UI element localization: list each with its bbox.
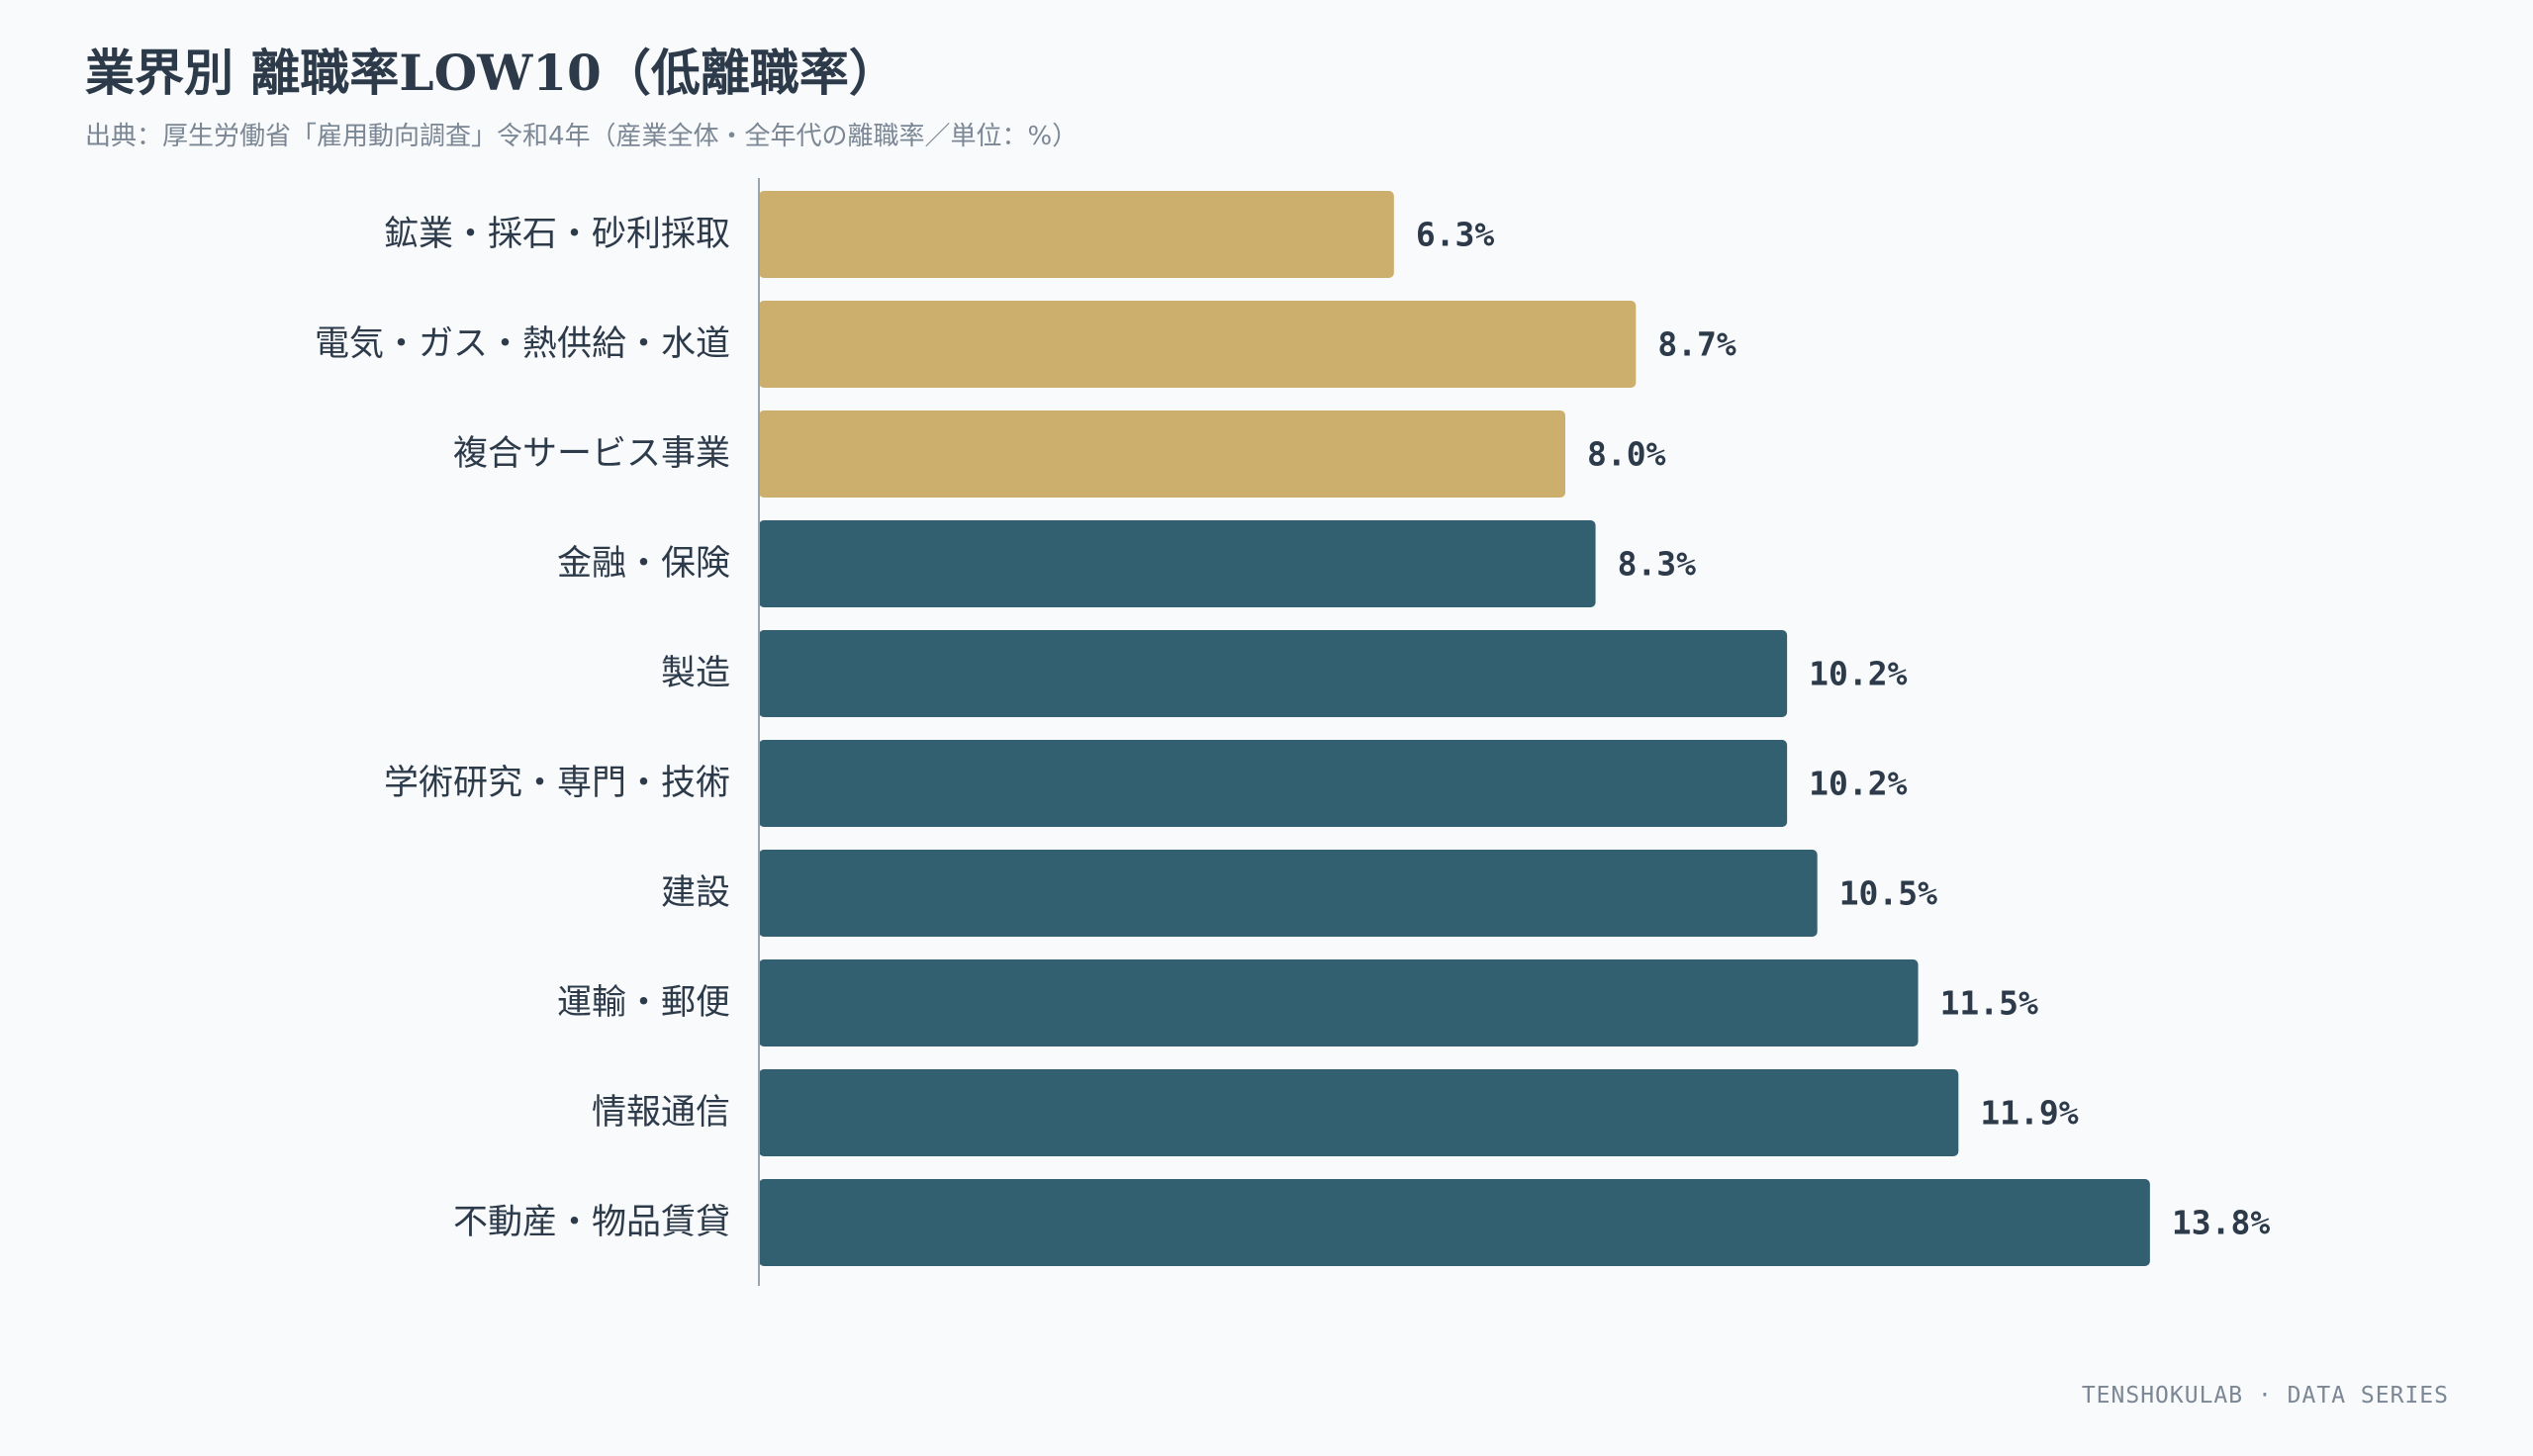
category-label: 製造 [661, 654, 730, 693]
category-label: 複合サービス事業 [453, 434, 730, 474]
value-label: 10.2% [1809, 765, 1907, 803]
value-label: 8.0% [1587, 435, 1666, 474]
bar [759, 1069, 1959, 1156]
value-label: 10.2% [1809, 655, 1907, 693]
bar [759, 850, 1818, 937]
bar [759, 740, 1788, 827]
bar [759, 520, 1596, 607]
category-label: 電気・ガス・熱供給・水道 [315, 324, 730, 364]
category-label: 情報通信 [592, 1093, 730, 1133]
category-label: 運輸・郵便 [557, 983, 730, 1023]
value-label: 13.8% [2172, 1204, 2270, 1242]
bar [759, 301, 1637, 388]
bar [759, 410, 1565, 498]
value-label: 8.7% [1657, 325, 1736, 364]
category-label: 建設 [661, 873, 730, 913]
category-label: 鉱業・採石・砂利採取 [384, 215, 730, 254]
bar [759, 630, 1788, 717]
chart-title: 業界別 離職率LOW10（低離職率） [85, 44, 898, 102]
bar [759, 191, 1394, 278]
bar [759, 1179, 2150, 1266]
value-label: 8.3% [1618, 545, 1697, 584]
footer-credit: TENSHOKULAB · DATA SERIES [2081, 1383, 2449, 1409]
value-label: 10.5% [1839, 874, 1937, 913]
value-label: 6.3% [1416, 216, 1495, 254]
category-label: 金融・保険 [557, 544, 730, 584]
bar [759, 959, 1919, 1046]
chart-subtitle: 出典：厚生労働省「雇用動向調査」令和4年（産業全体・全年代の離職率／単位：%） [85, 122, 1079, 151]
category-label: 学術研究・専門・技術 [384, 764, 730, 803]
bars-layer: 鉱業・採石・砂利採取 6.3% 電気・ガス・熱供給・水道 8.7% 複合サービス事業 8.… [315, 191, 2270, 1266]
category-label: 不動産・物品賃貸 [453, 1203, 730, 1242]
value-label: 11.9% [1980, 1094, 2078, 1133]
value-label: 11.5% [1940, 984, 2038, 1023]
